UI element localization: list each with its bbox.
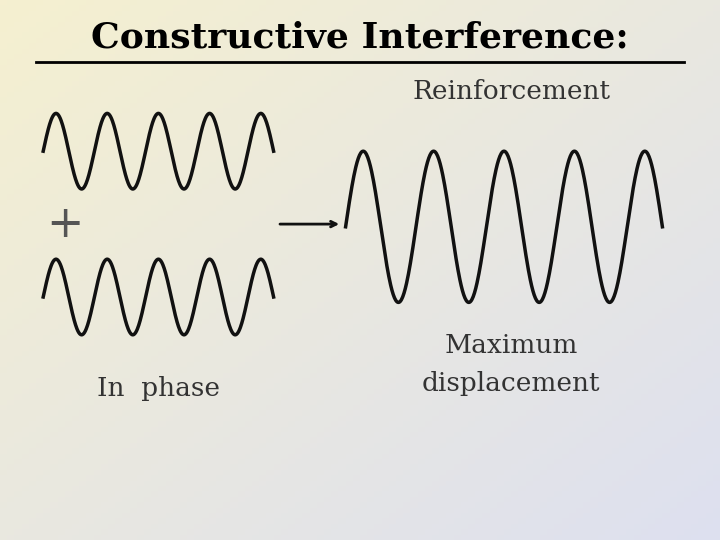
Text: Reinforcement: Reinforcement xyxy=(412,79,611,104)
Text: displacement: displacement xyxy=(422,371,600,396)
Text: +: + xyxy=(46,202,84,246)
Text: In  phase: In phase xyxy=(97,376,220,401)
Text: Maximum: Maximum xyxy=(444,333,578,358)
Text: Constructive Interference:: Constructive Interference: xyxy=(91,21,629,55)
